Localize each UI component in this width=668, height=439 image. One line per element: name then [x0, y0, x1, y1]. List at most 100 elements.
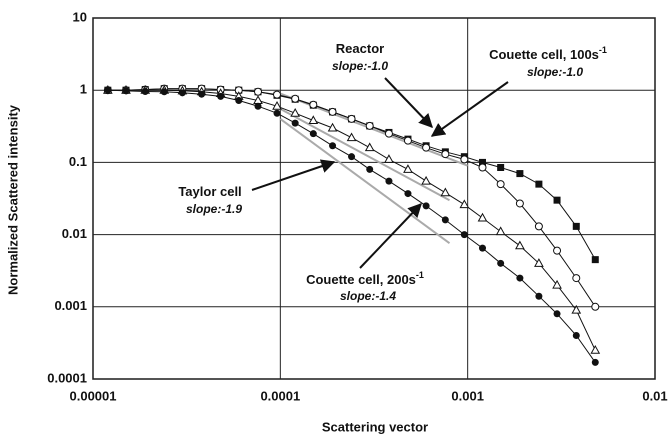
x-tick-label: 0.0001	[260, 388, 300, 403]
point	[347, 114, 356, 123]
point	[553, 196, 561, 204]
point	[496, 180, 505, 189]
y-axis-title: Normalized Scattered intensity	[5, 104, 20, 295]
point	[534, 258, 544, 267]
point	[329, 142, 337, 150]
point	[291, 94, 300, 103]
x-tick-label: 0.00001	[70, 388, 117, 403]
point	[478, 244, 486, 252]
point	[254, 87, 263, 96]
point	[308, 115, 319, 125]
point	[572, 222, 580, 230]
point	[309, 100, 318, 109]
annotation-slope: slope:-1.0	[332, 59, 388, 73]
point	[403, 164, 413, 173]
point	[328, 107, 337, 116]
annotation-text: Couette cell, 200s	[306, 272, 416, 287]
point	[515, 199, 524, 208]
point	[590, 345, 601, 354]
point	[572, 332, 580, 340]
fit-line	[279, 118, 451, 245]
point	[309, 130, 317, 138]
point	[273, 109, 281, 117]
series	[104, 85, 599, 264]
point	[534, 222, 543, 231]
annotation-text: Taylor cell	[178, 184, 241, 199]
point	[460, 155, 469, 164]
point	[254, 102, 262, 110]
series-line	[107, 89, 596, 363]
point	[290, 107, 301, 117]
series-line	[107, 89, 596, 351]
point	[478, 163, 487, 172]
point	[535, 180, 543, 188]
point	[198, 90, 206, 98]
annotation-text: Reactor	[336, 41, 384, 56]
point	[404, 190, 412, 198]
fit-line	[279, 108, 450, 202]
y-tick-label: 1	[80, 82, 87, 97]
annotation-superscript: -1	[416, 270, 424, 280]
point	[348, 153, 356, 161]
point	[459, 199, 470, 209]
point	[384, 154, 394, 163]
annotation-label: Couette cell, 200s-1	[306, 270, 424, 287]
annotation-text: Couette cell, 100s	[489, 47, 599, 62]
point	[516, 170, 524, 178]
point	[421, 175, 431, 185]
point	[385, 177, 393, 185]
point	[572, 274, 581, 283]
point	[327, 122, 338, 132]
point	[591, 256, 599, 264]
point	[364, 142, 375, 152]
point	[591, 302, 600, 311]
point	[346, 132, 357, 142]
point	[272, 100, 282, 110]
x-axis-title: Scattering vector	[322, 419, 428, 434]
point	[235, 97, 243, 105]
point	[515, 240, 525, 250]
annotation-label: Taylor cell	[178, 184, 241, 199]
point	[403, 136, 412, 145]
x-tick-label: 0.01	[642, 388, 667, 403]
x-tick-label: 0.001	[451, 388, 484, 403]
y-tick-label: 0.1	[69, 154, 87, 169]
point	[441, 150, 450, 159]
annotation-arrow	[251, 159, 336, 191]
point	[365, 121, 374, 130]
point	[217, 92, 225, 100]
point	[122, 87, 130, 95]
point	[141, 87, 149, 95]
point	[178, 89, 186, 97]
point	[497, 259, 505, 267]
point	[384, 129, 393, 138]
y-tick-label: 0.001	[54, 298, 87, 313]
point	[422, 143, 431, 152]
point	[422, 202, 430, 210]
y-tick-label: 0.0001	[47, 370, 87, 385]
annotation-superscript: -1	[599, 45, 607, 55]
annotation-slope: slope:-1.0	[527, 65, 583, 79]
point	[366, 165, 374, 173]
annotation-arrow	[430, 81, 509, 137]
annotation-label: Reactor	[336, 41, 384, 56]
point	[495, 226, 506, 236]
series	[104, 86, 599, 366]
annotation-arrow	[359, 202, 422, 269]
point	[441, 216, 449, 224]
y-tick-label: 0.01	[62, 226, 87, 241]
y-tick-label: 10	[73, 9, 87, 24]
point	[591, 358, 599, 366]
point	[477, 212, 488, 222]
point	[104, 86, 112, 94]
point	[552, 279, 562, 289]
point	[160, 88, 168, 96]
point	[478, 158, 486, 166]
point	[460, 231, 468, 239]
point	[553, 246, 562, 255]
annotation-slope: slope:-1.4	[340, 289, 396, 303]
series	[102, 84, 601, 354]
point	[497, 163, 505, 171]
point	[273, 90, 282, 99]
